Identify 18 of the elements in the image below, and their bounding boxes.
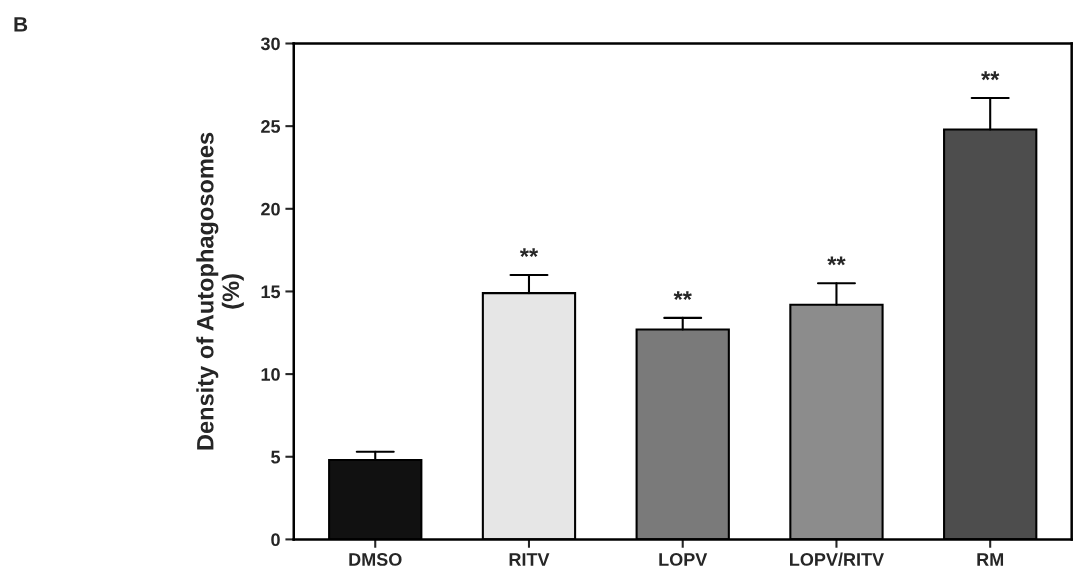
annotation: ** [827, 256, 846, 266]
annotation: ** [673, 291, 692, 300]
x-tick-label: LOPV/RITV [790, 552, 884, 567]
y-tick-label: 0 [271, 533, 280, 547]
x-tick-label: RITV [509, 553, 550, 566]
y-tick-label: 5 [271, 450, 281, 464]
x-tick-label: DMSO [349, 553, 402, 566]
y-tick-label: 20 [261, 202, 280, 216]
x-tick-label: LOPV [659, 553, 708, 566]
annotation: ** [519, 248, 539, 258]
y-tick-label: 15 [261, 285, 281, 299]
y-axis-title: Density of Autophagosomes (%) [196, 132, 244, 450]
y-tick-label: 25 [261, 120, 281, 133]
annotation: ** [981, 71, 1000, 81]
y-tick-label: 30 [260, 37, 280, 51]
x-tick-label: RM [977, 553, 1004, 566]
y-tick-label: 10 [261, 368, 280, 381]
text: B [14, 17, 28, 32]
